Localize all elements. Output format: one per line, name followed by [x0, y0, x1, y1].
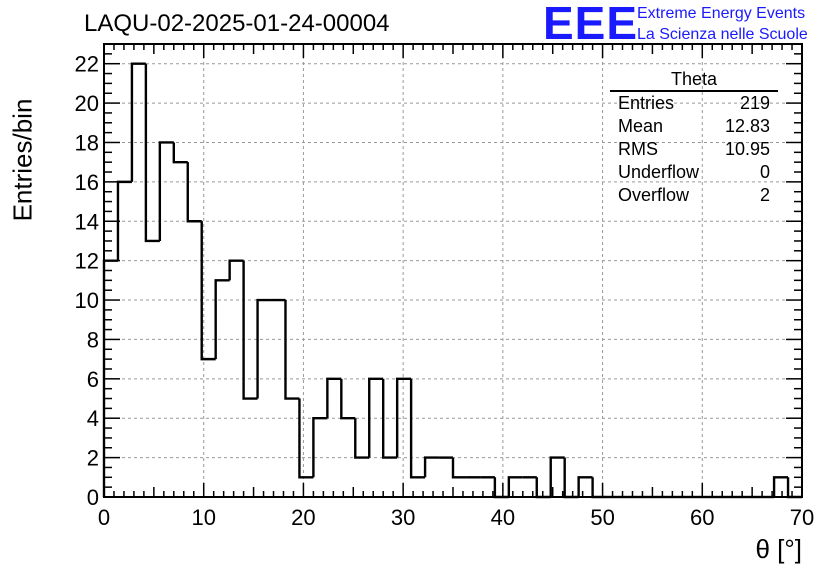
histogram-bin: [535, 477, 551, 499]
histogram-bin: [144, 63, 160, 243]
y-tick-label: 8: [87, 327, 99, 352]
stats-box: Theta Entries 219 Mean 12.83 RMS 10.95 U…: [610, 68, 778, 207]
eee-logo-text: Extreme Energy Events La Scienza nelle S…: [637, 3, 808, 45]
y-axis-label: Entries/bin: [7, 98, 38, 222]
eee-logo-mark: EEE: [543, 0, 639, 49]
logo-line-2: La Scienza nelle Scuole: [637, 26, 808, 43]
x-tick-label: 10: [191, 505, 215, 530]
histogram-bin: [368, 377, 384, 458]
y-tick-label: 18: [75, 130, 99, 155]
y-tick-label: 4: [87, 406, 99, 431]
x-tick-label: 60: [690, 505, 714, 530]
histogram-bin: [451, 457, 467, 479]
stats-value: 12.83: [724, 116, 770, 136]
histogram-bin: [395, 377, 412, 458]
grid-lines: [104, 44, 802, 497]
y-tick-label: 22: [75, 52, 99, 77]
histogram-bin: [130, 62, 146, 182]
stats-row-rms: RMS 10.95: [610, 138, 778, 161]
histogram-bin: [577, 476, 593, 497]
histogram-bin: [214, 279, 230, 360]
histogram-bin: [409, 378, 426, 479]
histogram-bin: [158, 141, 174, 241]
stats-label: Overflow: [618, 185, 690, 205]
histogram-bin: [382, 378, 398, 459]
stats-label: Underflow: [618, 162, 700, 182]
stats-label: Entries: [618, 93, 675, 113]
y-tick-label: 6: [87, 367, 99, 392]
histogram-bin: [340, 378, 356, 420]
stats-row-entries: Entries 219: [610, 92, 778, 115]
x-tick-label: 40: [491, 505, 515, 530]
stats-value: 2: [759, 185, 770, 205]
x-axis-label: θ [°]: [755, 534, 802, 564]
histogram-bin: [312, 417, 328, 478]
stats-value: 0: [759, 162, 770, 182]
stats-row-underflow: Underflow 0: [610, 161, 778, 184]
histogram-bin: [493, 477, 509, 499]
logo-line-1: Extreme Energy Events: [637, 5, 806, 22]
stats-label: Mean: [618, 116, 664, 136]
y-axis-label-box: Entries/bin: [5, 99, 41, 222]
histogram-bin: [563, 457, 579, 499]
histogram-bin: [423, 456, 440, 478]
y-tick-label: 2: [87, 446, 99, 471]
y-tick-label: 10: [75, 288, 99, 313]
histogram-bin: [507, 476, 523, 497]
histogram-bin: [326, 377, 342, 419]
stats-value: 219: [739, 93, 770, 113]
histogram-bin: [172, 142, 188, 164]
x-tick-label: 20: [291, 505, 315, 530]
chart-title: LAQU-02-2025-01-24-00004: [84, 10, 390, 37]
y-tick-label: 12: [75, 249, 99, 274]
x-tick-label: 0: [98, 505, 110, 530]
stats-value: 10.95: [724, 139, 770, 159]
histogram-bin: [242, 260, 258, 400]
histogram-bin: [228, 259, 244, 281]
x-tick-label: 70: [790, 505, 814, 530]
histogram-bin: [591, 477, 607, 499]
histogram-bin: [284, 300, 300, 400]
histogram-bin: [186, 162, 202, 223]
histogram-bin: [772, 476, 789, 497]
histogram-bin: [354, 418, 370, 459]
y-tick-label: 0: [87, 485, 99, 510]
histogram-bin: [549, 456, 565, 497]
y-tick-label: 20: [75, 91, 99, 116]
x-tick-label: 30: [391, 505, 415, 530]
y-tick-label: 16: [75, 170, 99, 195]
stats-title: Theta: [610, 68, 778, 92]
histogram-bin: [200, 221, 216, 361]
stats-label: RMS: [618, 139, 658, 159]
histogram-bin: [298, 398, 314, 479]
histogram-bin: [256, 298, 272, 399]
x-tick-label: 50: [590, 505, 614, 530]
stats-row-mean: Mean 12.83: [610, 115, 778, 138]
y-tick-label: 14: [75, 209, 99, 234]
stats-row-overflow: Overflow 2: [610, 184, 778, 207]
